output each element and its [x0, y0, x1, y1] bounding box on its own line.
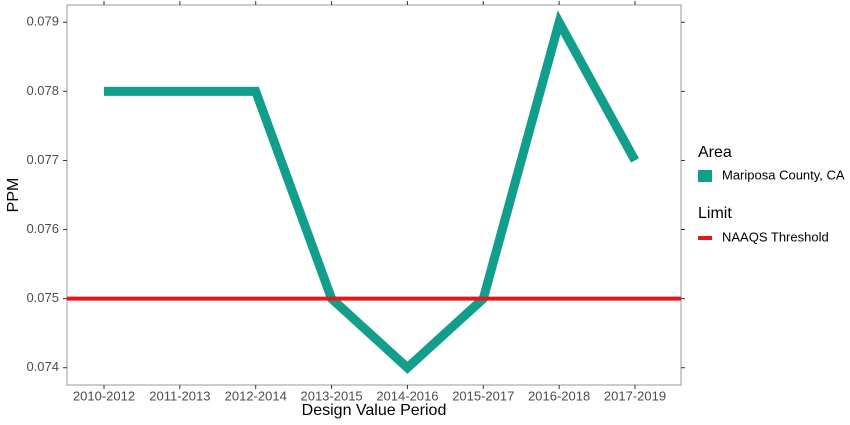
- x-tick-label: 2010-2012: [73, 388, 135, 403]
- y-tick-label: 0.075: [26, 290, 59, 305]
- x-tick-label: 2011-2013: [149, 388, 210, 403]
- y-tick-label: 0.074: [26, 359, 59, 374]
- y-tick-label: 0.076: [26, 221, 59, 236]
- y-tick-label: 0.079: [26, 14, 59, 29]
- x-tick-label: 2017-2019: [604, 388, 666, 403]
- x-tick-label: 2014-2016: [376, 388, 438, 403]
- legend-title: Area: [698, 144, 732, 161]
- legend-title: Limit: [698, 205, 732, 222]
- plot-panel: [66, 4, 682, 386]
- y-axis-label: PPM: [5, 178, 22, 213]
- legend-label: NAAQS Threshold: [722, 229, 829, 244]
- x-tick-label: 2013-2015: [300, 388, 362, 403]
- series-line: [104, 10, 639, 374]
- x-tick-label: 2012-2014: [225, 388, 287, 403]
- legend-key: [698, 170, 712, 182]
- y-tick-label: 0.077: [26, 152, 59, 167]
- y-tick-label: 0.078: [26, 83, 59, 98]
- legend-label: Mariposa County, CA: [722, 167, 845, 182]
- x-tick-label: 2016-2018: [528, 388, 590, 403]
- x-axis-label: Design Value Period: [302, 402, 447, 419]
- x-tick-label: 2015-2017: [452, 388, 514, 403]
